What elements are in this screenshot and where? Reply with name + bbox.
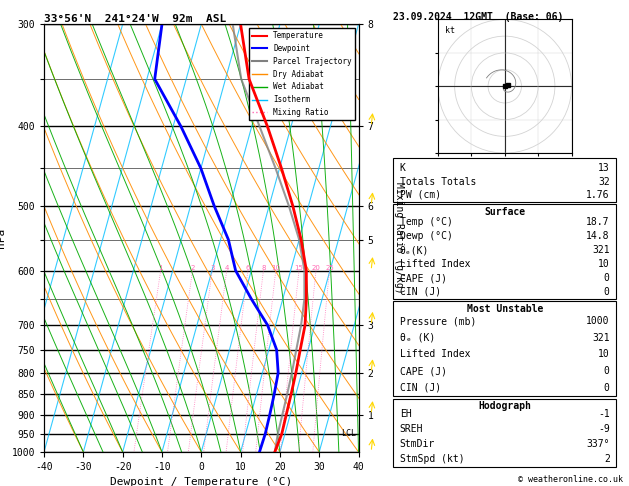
Text: 14.8: 14.8: [586, 231, 610, 242]
Text: 321: 321: [592, 333, 610, 343]
Text: kt: kt: [445, 26, 455, 35]
Text: StmSpd (kt): StmSpd (kt): [400, 454, 464, 464]
Text: 10: 10: [598, 259, 610, 269]
Text: 2: 2: [604, 454, 610, 464]
Text: 3: 3: [210, 264, 214, 271]
Legend: Temperature, Dewpoint, Parcel Trajectory, Dry Adiabat, Wet Adiabat, Isotherm, Mi: Temperature, Dewpoint, Parcel Trajectory…: [248, 28, 355, 120]
Text: 6: 6: [245, 264, 250, 271]
Text: 10: 10: [598, 349, 610, 359]
Text: Hodograph: Hodograph: [478, 400, 532, 411]
Text: θₑ(K): θₑ(K): [400, 245, 429, 255]
Text: 0: 0: [604, 383, 610, 393]
Text: Totals Totals: Totals Totals: [400, 176, 476, 187]
Text: Lifted Index: Lifted Index: [400, 259, 470, 269]
Text: 23.09.2024  12GMT  (Base: 06): 23.09.2024 12GMT (Base: 06): [393, 12, 564, 22]
Text: PW (cm): PW (cm): [400, 190, 441, 200]
Text: SREH: SREH: [400, 424, 423, 434]
Text: Lifted Index: Lifted Index: [400, 349, 470, 359]
Text: -9: -9: [598, 424, 610, 434]
Text: LCL: LCL: [342, 429, 357, 438]
Text: Pressure (mb): Pressure (mb): [400, 316, 476, 326]
Text: 8: 8: [261, 264, 265, 271]
Text: StmDir: StmDir: [400, 439, 435, 449]
Text: 0: 0: [604, 366, 610, 376]
Text: 0: 0: [604, 287, 610, 297]
Text: 15: 15: [294, 264, 303, 271]
Text: 4: 4: [225, 264, 229, 271]
Text: 20: 20: [311, 264, 320, 271]
Text: 33°56'N  241°24'W  92m  ASL: 33°56'N 241°24'W 92m ASL: [44, 14, 226, 23]
Text: © weatheronline.co.uk: © weatheronline.co.uk: [518, 474, 623, 484]
Text: Temp (°C): Temp (°C): [400, 217, 453, 227]
Text: 337°: 337°: [586, 439, 610, 449]
Text: 321: 321: [592, 245, 610, 255]
Text: Surface: Surface: [484, 207, 525, 217]
Text: 2: 2: [191, 264, 195, 271]
Text: θₑ (K): θₑ (K): [400, 333, 435, 343]
Text: K: K: [400, 163, 406, 173]
Text: 1: 1: [159, 264, 163, 271]
Text: 32: 32: [598, 176, 610, 187]
Text: Dewp (°C): Dewp (°C): [400, 231, 453, 242]
Text: 13: 13: [598, 163, 610, 173]
Text: Most Unstable: Most Unstable: [467, 304, 543, 314]
Text: 18.7: 18.7: [586, 217, 610, 227]
Y-axis label: hPa: hPa: [0, 228, 6, 248]
Text: CAPE (J): CAPE (J): [400, 273, 447, 283]
Text: 25: 25: [325, 264, 334, 271]
Text: 1000: 1000: [586, 316, 610, 326]
Text: CAPE (J): CAPE (J): [400, 366, 447, 376]
Text: CIN (J): CIN (J): [400, 287, 441, 297]
Text: EH: EH: [400, 409, 411, 419]
Text: -1: -1: [598, 409, 610, 419]
X-axis label: Dewpoint / Temperature (°C): Dewpoint / Temperature (°C): [110, 477, 292, 486]
Y-axis label: Mixing Ratio (g/kg): Mixing Ratio (g/kg): [394, 182, 404, 294]
Text: 1.76: 1.76: [586, 190, 610, 200]
Text: 0: 0: [604, 273, 610, 283]
Text: 10: 10: [271, 264, 281, 271]
Text: CIN (J): CIN (J): [400, 383, 441, 393]
